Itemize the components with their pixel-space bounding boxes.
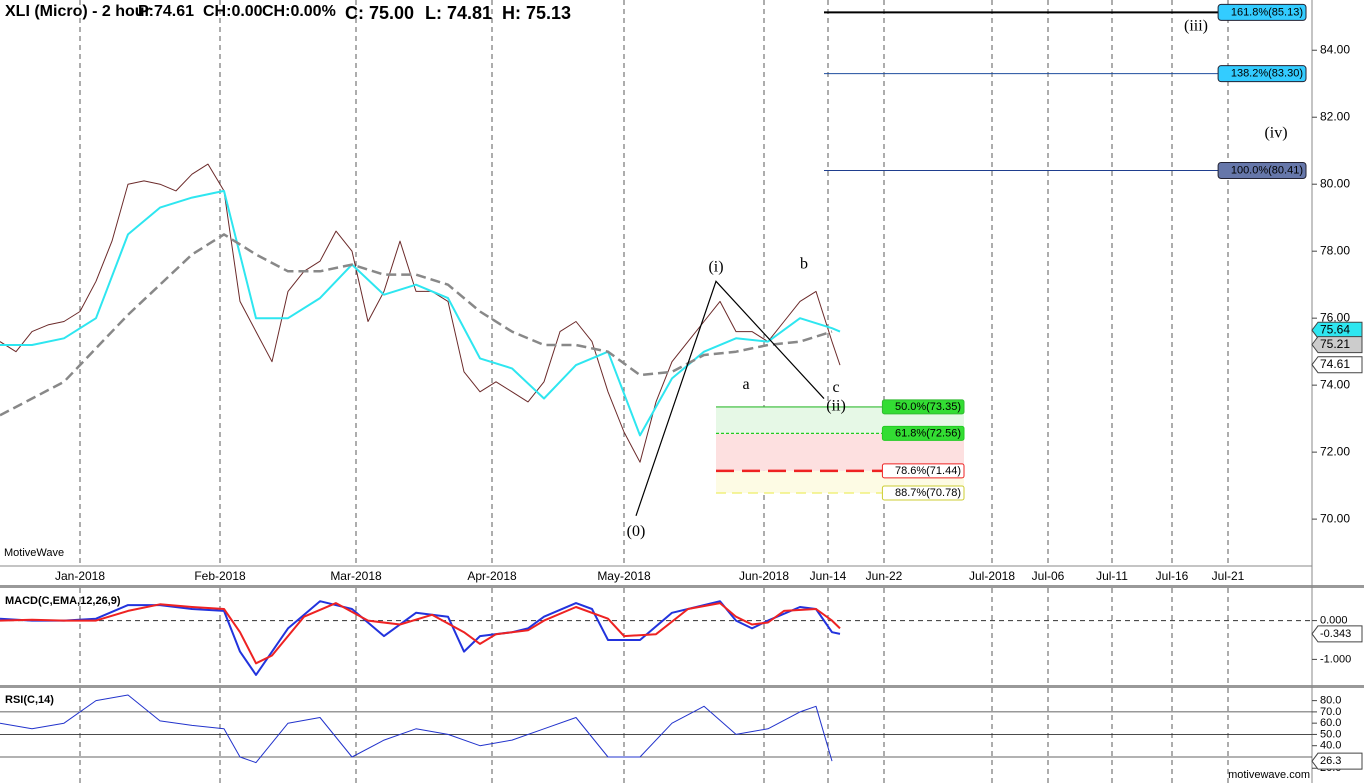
wave-label: c [832,379,839,396]
label-box [1217,65,1307,83]
fib-label: 61.8%(72.56) [895,427,961,439]
y-tick-label: 80.0 [1320,695,1341,707]
y-tick-label: 70.00 [1320,511,1350,525]
wave-line [635,280,825,516]
stat: CH:0.00 [203,3,263,20]
watermark: MotiveWave [4,547,64,559]
wave-label: (iv) [1264,125,1287,142]
marker-box [1311,356,1363,374]
x-tick-label: Jun-22 [866,569,903,583]
x-tick-label: Jul-06 [1032,569,1065,583]
x-tick-label: Jul-2018 [969,569,1015,583]
wave-label: b [800,255,808,272]
series-line [0,602,841,665]
x-tick-label: Jun-14 [810,569,847,583]
fib-label: 161.8%(85.13) [1231,6,1303,18]
y-tick-label: 74.00 [1320,377,1350,391]
x-tick-label: Feb-2018 [194,569,246,583]
x-tick-label: Jul-21 [1212,569,1245,583]
marker-label: 74.61 [1320,357,1350,371]
stat: CH:0.00% [262,3,336,20]
y-tick-label: 50.0 [1320,728,1341,740]
marker-box [1311,752,1363,770]
x-tick-label: Jan-2018 [55,569,105,583]
label-box [881,399,965,415]
pane-title: MACD(C,EMA,12,26,9) [5,595,121,607]
footer: motivewave.com [1228,769,1310,781]
x-tick-label: Jun-2018 [739,569,789,583]
pane-divider [0,585,1364,588]
marker-label: -0.343 [1320,628,1351,640]
stat: L: 74.81 [425,3,492,23]
series-line [0,694,833,764]
marker-label: 26.3 [1320,755,1341,767]
y-tick-label: -1.000 [1320,653,1351,665]
pane-title: RSI(C,14) [5,694,54,706]
x-tick-label: Apr-2018 [467,569,517,583]
fib-label: 88.7%(70.78) [895,487,961,499]
stat: C: 75.00 [345,3,414,23]
pane-divider [0,685,1364,688]
marker-label: 75.21 [1320,337,1350,351]
series-line [0,600,841,676]
y-tick-label: 60.0 [1320,717,1341,729]
x-tick-label: May-2018 [597,569,651,583]
marker-label: 75.64 [1320,322,1350,336]
marker-box [1311,625,1363,643]
wave-label: (ii) [826,398,846,415]
label-box [881,485,965,501]
series-line [0,163,841,463]
y-tick-label: 76.00 [1320,310,1350,324]
y-tick-label: 70.0 [1320,706,1341,718]
marker-box [1311,336,1363,354]
y-tick-label: 40.0 [1320,740,1341,752]
x-tick-label: Jul-16 [1156,569,1189,583]
label-box [1217,161,1307,179]
fib-label: 78.6%(71.44) [895,465,961,477]
series-line [0,233,833,417]
label-box [1217,3,1307,21]
y-tick-label: 80.00 [1320,176,1350,190]
x-tick-label: Mar-2018 [330,569,382,583]
marker-box [1311,321,1363,339]
chart-title: XLI (Micro) - 2 hour [5,3,151,20]
stat: P:74.61 [138,3,194,20]
x-tick-label: Jul-11 [1096,569,1128,583]
wave-label: (iii) [1184,17,1208,34]
y-tick-label: 78.00 [1320,243,1350,257]
y-tick-label: 82.00 [1320,109,1350,123]
label-box [881,463,965,479]
fib-label: 138.2%(83.30) [1231,68,1303,80]
wave-label: (i) [708,259,723,276]
y-tick-label: 72.00 [1320,444,1350,458]
fib-label: 100.0%(80.41) [1231,164,1303,176]
fib-label: 50.0%(73.35) [895,401,961,413]
stat: H: 75.13 [502,3,571,23]
y-tick-label: 0.000 [1320,614,1348,626]
series-line [0,189,841,437]
y-tick-label: 84.00 [1320,42,1350,56]
wave-label: a [742,376,749,393]
wave-label: (0) [627,523,646,540]
label-box [881,425,965,441]
